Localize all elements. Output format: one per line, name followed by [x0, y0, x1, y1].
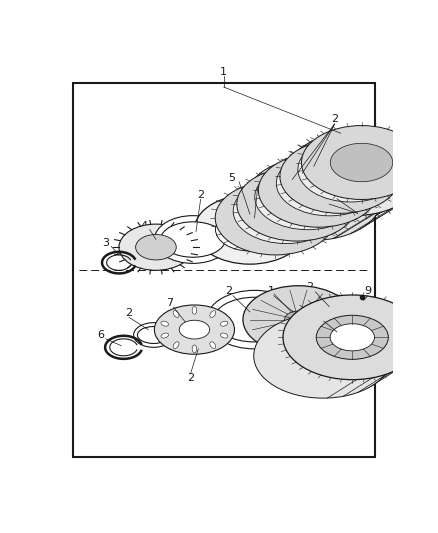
- Text: 6: 6: [97, 330, 104, 340]
- Ellipse shape: [173, 342, 179, 349]
- Ellipse shape: [155, 305, 234, 354]
- Ellipse shape: [161, 321, 169, 326]
- Ellipse shape: [298, 137, 403, 202]
- Ellipse shape: [327, 155, 375, 184]
- Ellipse shape: [179, 320, 210, 339]
- Ellipse shape: [136, 235, 176, 260]
- Ellipse shape: [243, 286, 354, 353]
- Ellipse shape: [119, 224, 193, 270]
- Ellipse shape: [314, 150, 393, 198]
- Text: 2: 2: [307, 282, 314, 292]
- Ellipse shape: [283, 295, 422, 379]
- Ellipse shape: [192, 345, 197, 353]
- Ellipse shape: [258, 154, 378, 227]
- Ellipse shape: [161, 333, 169, 338]
- Ellipse shape: [305, 168, 353, 198]
- Ellipse shape: [237, 167, 357, 241]
- Ellipse shape: [215, 208, 284, 251]
- Ellipse shape: [262, 196, 310, 226]
- Text: 5: 5: [228, 173, 235, 183]
- Ellipse shape: [309, 157, 371, 196]
- Text: 3: 3: [102, 238, 110, 248]
- Ellipse shape: [255, 165, 360, 230]
- Ellipse shape: [309, 301, 357, 325]
- Bar: [73, 83, 375, 457]
- Ellipse shape: [276, 151, 382, 216]
- Ellipse shape: [280, 140, 400, 213]
- Ellipse shape: [207, 290, 302, 349]
- Ellipse shape: [134, 322, 173, 348]
- Ellipse shape: [330, 143, 393, 182]
- Ellipse shape: [138, 327, 170, 343]
- Ellipse shape: [330, 324, 374, 351]
- Ellipse shape: [161, 222, 225, 257]
- Text: 2: 2: [226, 286, 233, 296]
- Ellipse shape: [301, 126, 422, 199]
- Ellipse shape: [254, 313, 392, 398]
- Text: 1: 1: [268, 286, 275, 296]
- Text: 8: 8: [314, 311, 321, 321]
- Text: 1: 1: [220, 67, 227, 77]
- Ellipse shape: [194, 195, 305, 264]
- Text: 7: 7: [166, 297, 173, 308]
- Ellipse shape: [220, 321, 228, 326]
- Ellipse shape: [244, 199, 307, 237]
- Ellipse shape: [316, 316, 389, 359]
- Ellipse shape: [285, 311, 312, 328]
- Ellipse shape: [287, 171, 350, 209]
- Text: 2: 2: [187, 373, 194, 383]
- Text: 9: 9: [364, 286, 371, 296]
- Ellipse shape: [265, 185, 328, 223]
- Text: 2: 2: [331, 115, 338, 124]
- Ellipse shape: [284, 182, 332, 212]
- Ellipse shape: [210, 342, 216, 349]
- Ellipse shape: [246, 157, 381, 240]
- Text: 2: 2: [125, 308, 133, 318]
- Ellipse shape: [214, 297, 295, 342]
- Ellipse shape: [233, 179, 339, 244]
- Text: 2: 2: [354, 204, 361, 214]
- Text: 2: 2: [197, 190, 204, 200]
- Text: 4: 4: [141, 221, 148, 231]
- Ellipse shape: [215, 181, 336, 255]
- Text: 2: 2: [254, 179, 261, 188]
- Ellipse shape: [220, 333, 228, 338]
- Ellipse shape: [210, 311, 216, 318]
- Ellipse shape: [286, 133, 422, 216]
- Ellipse shape: [192, 306, 197, 314]
- Ellipse shape: [155, 216, 231, 263]
- Ellipse shape: [304, 295, 362, 330]
- Ellipse shape: [173, 311, 179, 318]
